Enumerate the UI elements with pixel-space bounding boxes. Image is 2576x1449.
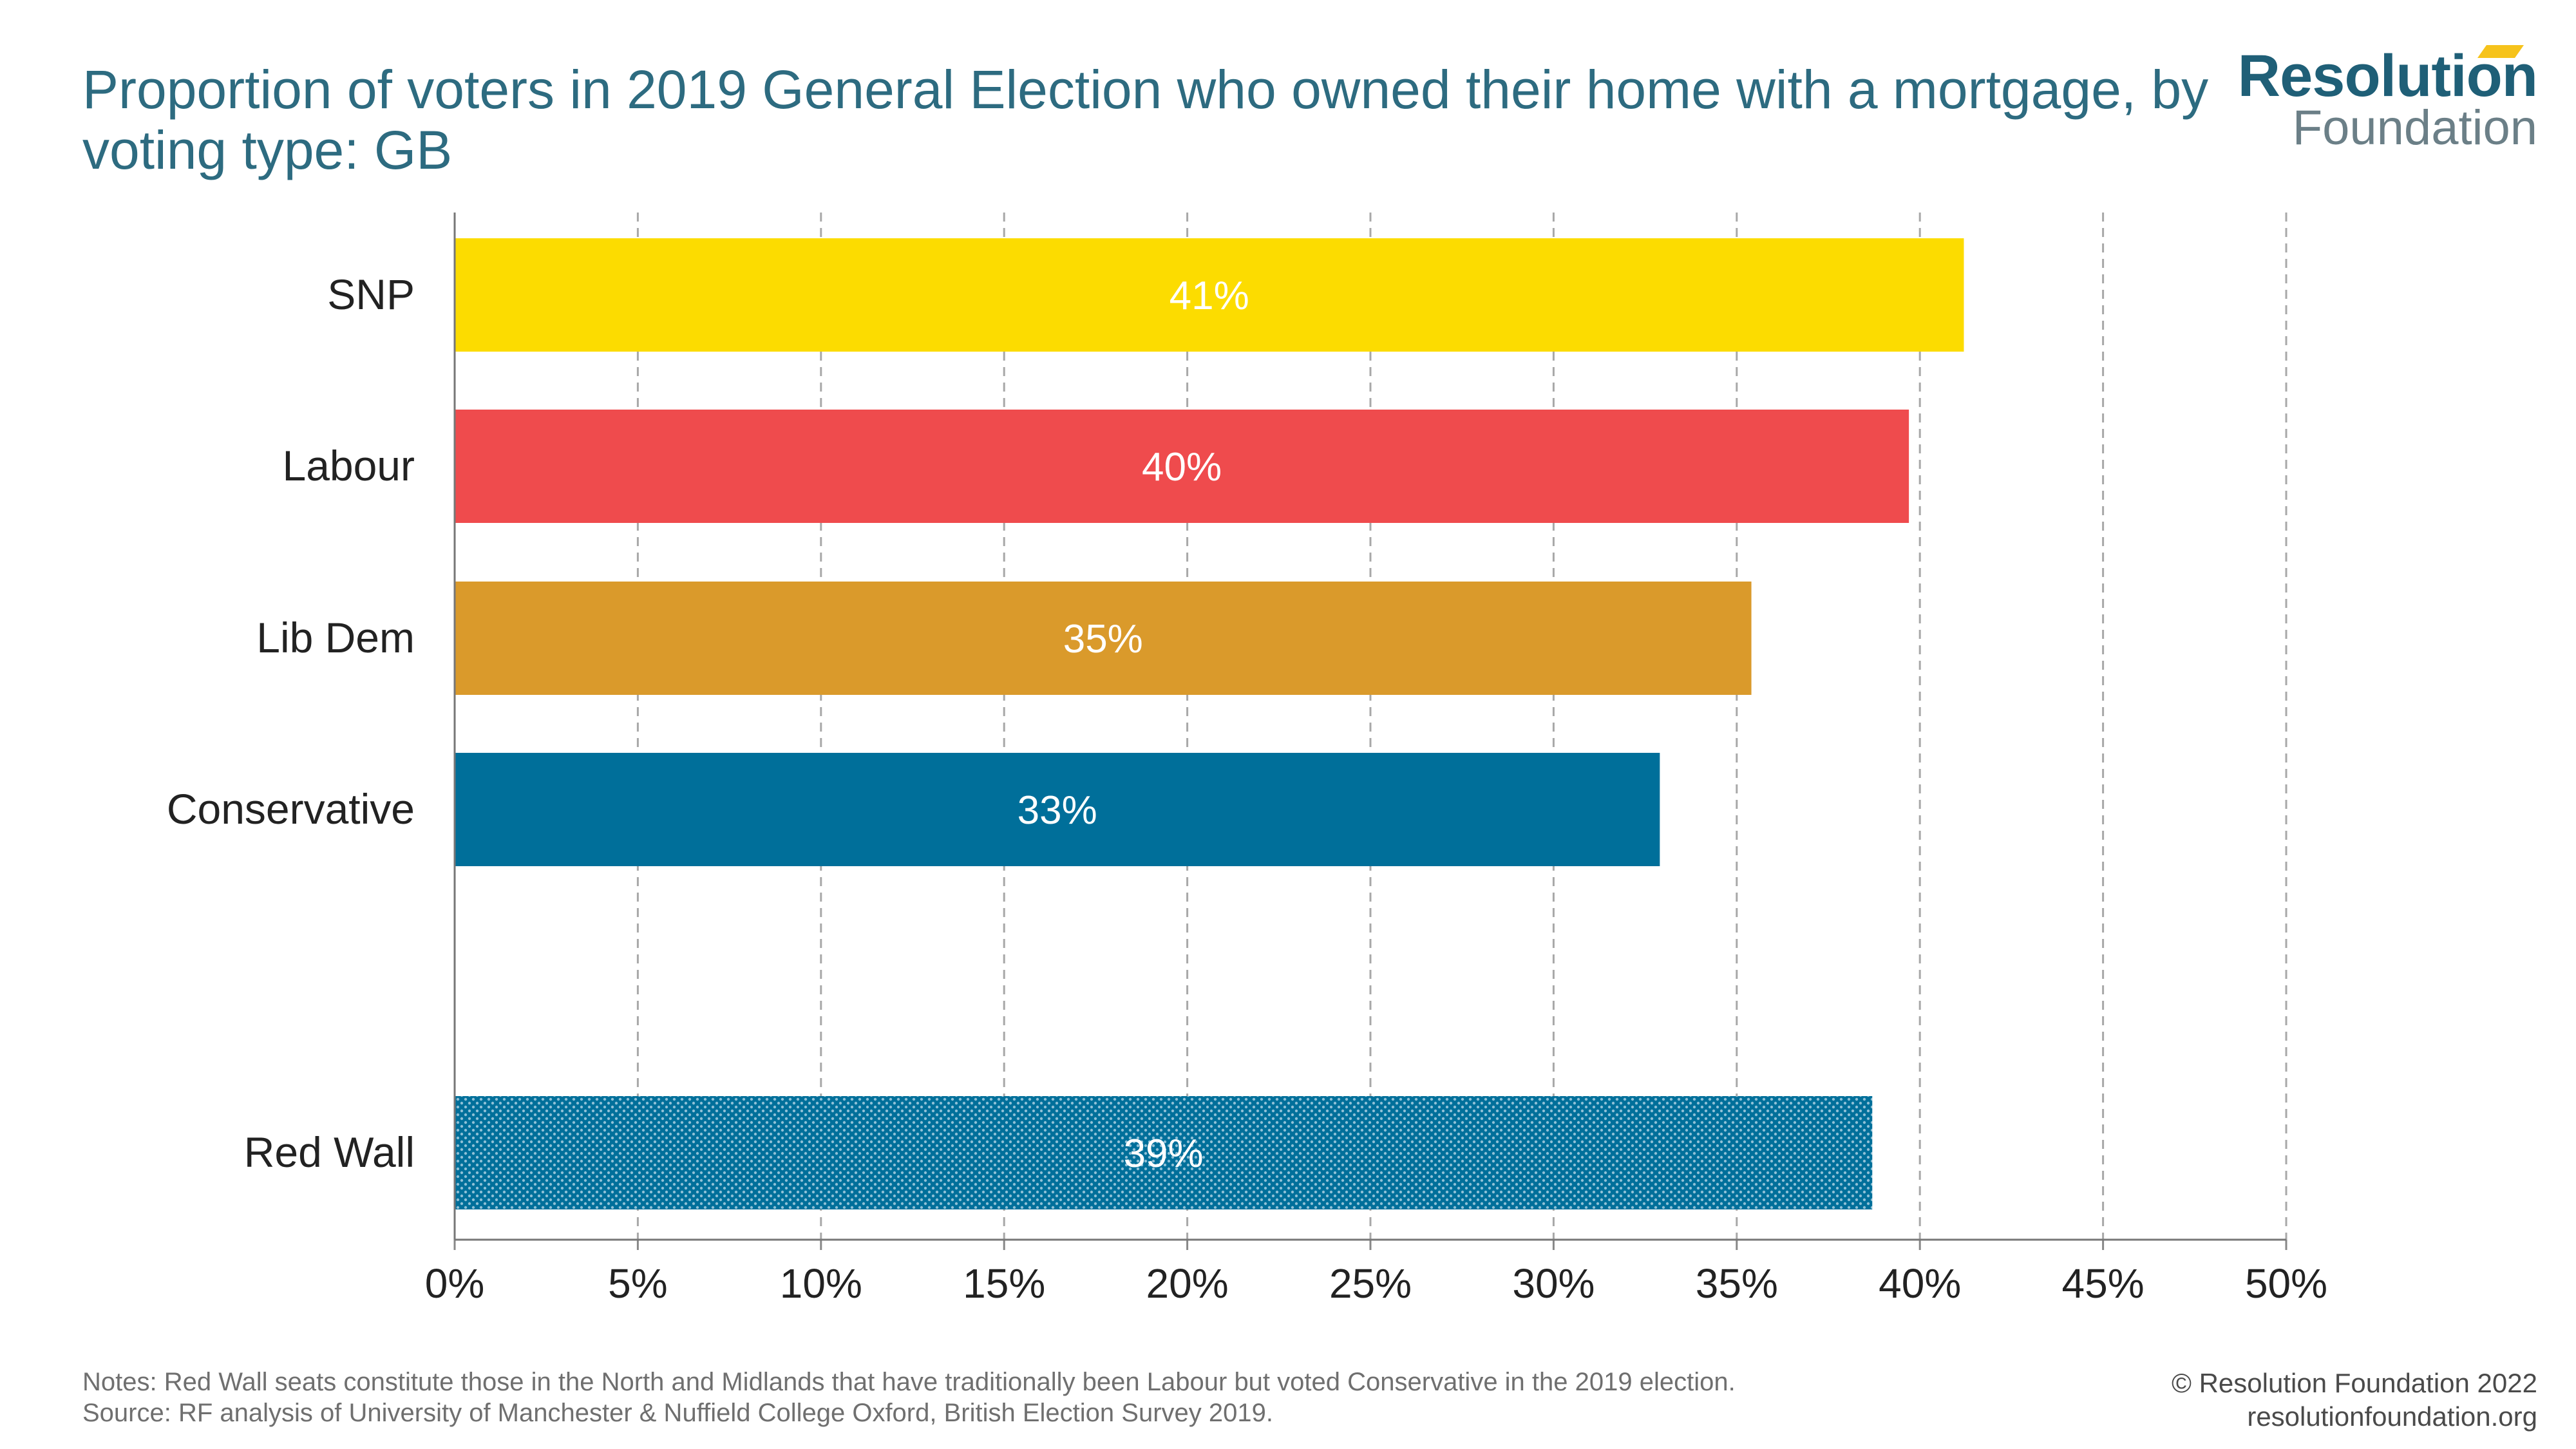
bar-conservative xyxy=(455,753,1660,866)
bar-snp xyxy=(455,238,1964,352)
chart-title: Proportion of voters in 2019 General Ele… xyxy=(82,59,2209,180)
x-tick-label-0: 0% xyxy=(425,1260,485,1307)
logo-line-2: Foundation xyxy=(2292,100,2537,155)
credits: © Resolution Foundation 2022 resolutionf… xyxy=(2172,1367,2537,1434)
category-label-red-wall: Red Wall xyxy=(244,1128,415,1176)
source-text: Source: RF analysis of University of Man… xyxy=(82,1399,1273,1427)
notes-text: Notes: Red Wall seats constitute those i… xyxy=(82,1368,1736,1396)
bar-lib-dem xyxy=(455,582,1752,695)
data-label-conservative: 33% xyxy=(1018,788,1097,833)
x-tick-label-10: 50% xyxy=(2245,1260,2327,1307)
category-label-snp: SNP xyxy=(327,270,415,318)
data-label-lib-dem: 35% xyxy=(1063,617,1143,661)
category-label-conservative: Conservative xyxy=(167,785,415,833)
website-text: resolutionfoundation.org xyxy=(2247,1401,2537,1432)
resolution-foundation-logo: Resolution Foundation xyxy=(2238,45,2538,155)
category-label-labour: Labour xyxy=(282,442,415,489)
x-tick-label-7: 35% xyxy=(1696,1260,1778,1307)
x-tick-label-5: 25% xyxy=(1329,1260,1412,1307)
x-tick-label-4: 20% xyxy=(1146,1260,1229,1307)
x-tick-label-9: 45% xyxy=(2062,1260,2145,1307)
data-label-red-wall: 39% xyxy=(1124,1132,1204,1176)
x-tick-label-6: 30% xyxy=(1512,1260,1595,1307)
data-label-labour: 40% xyxy=(1142,445,1222,489)
x-tick-label-1: 5% xyxy=(608,1260,668,1307)
bar-labour xyxy=(455,410,1909,523)
data-label-snp: 41% xyxy=(1170,274,1249,318)
x-tick-label-8: 40% xyxy=(1879,1260,1961,1307)
x-tick-label-2: 10% xyxy=(780,1260,862,1307)
x-tick-label-3: 15% xyxy=(963,1260,1045,1307)
footnotes: Notes: Red Wall seats constitute those i… xyxy=(82,1367,1736,1428)
copyright-text: © Resolution Foundation 2022 xyxy=(2171,1368,2537,1398)
bar-red-wall xyxy=(455,1096,1873,1209)
bar-chart: 41% 40% 35% 33% 39% 0% 5% 10% 15% 20% 25% 30% 35% 40… xyxy=(167,213,2327,1307)
category-label-lib-dem: Lib Dem xyxy=(256,614,415,661)
